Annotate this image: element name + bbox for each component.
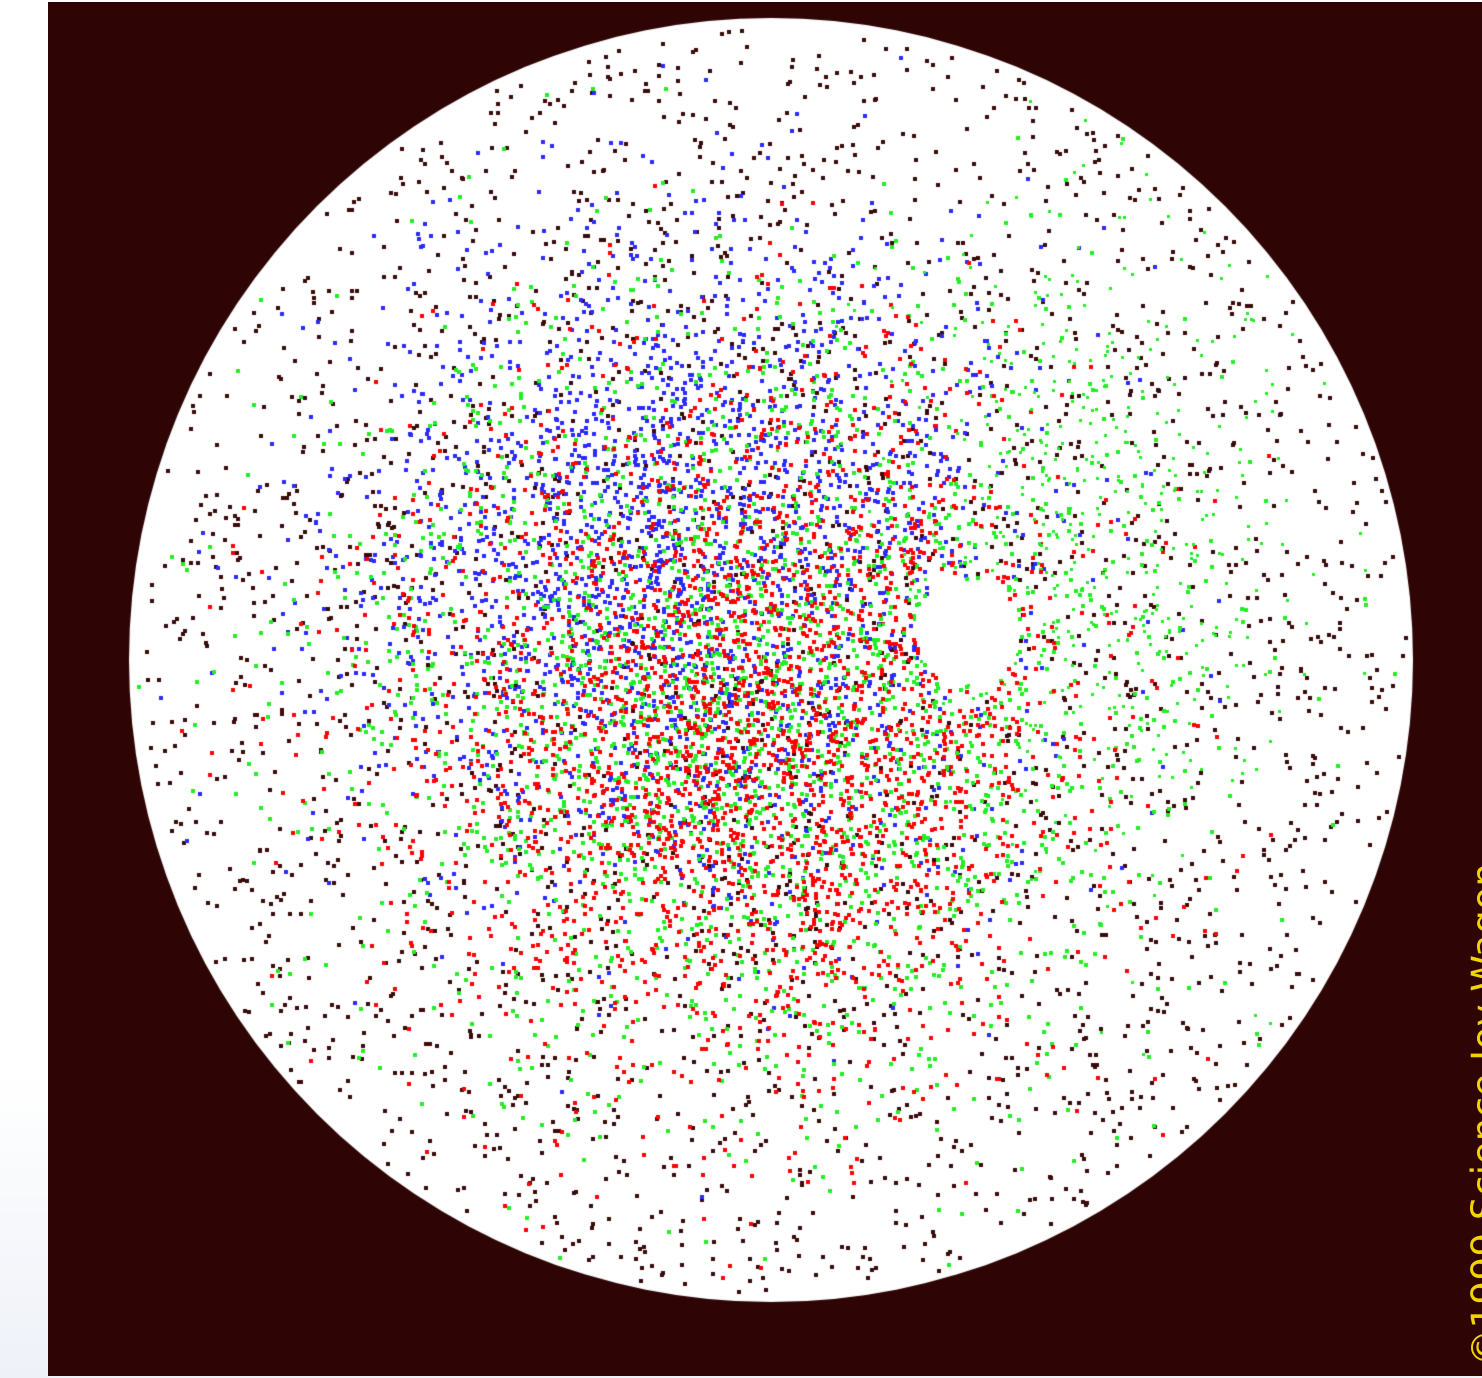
particle-disc-scatter — [48, 2, 1482, 1376]
scatter-image-frame — [48, 2, 1482, 1376]
copyright-label: ©1999 Science Joy Wagon — [1464, 862, 1482, 1366]
